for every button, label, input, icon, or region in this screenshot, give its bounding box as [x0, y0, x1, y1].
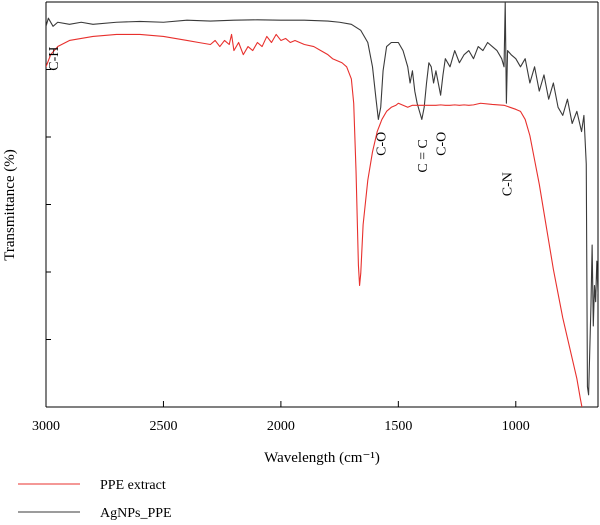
annotation-label: C-N [500, 172, 515, 196]
annotation-label: C = C [416, 139, 431, 173]
x-tick-label: 2500 [149, 419, 177, 434]
annotation-layer: C-H C-O C = C C-O C-N [47, 47, 515, 197]
annotation-label: C-O [435, 132, 450, 156]
x-axis-label: Wavelength (cm⁻¹) [264, 450, 380, 466]
annotation-label: C-H [47, 47, 62, 71]
x-tick-label: 1500 [384, 419, 412, 434]
series-line-agnps-ppe [46, 2, 598, 396]
legend-label: AgNPs_PPE [100, 506, 172, 521]
y-axis-label: Transmittance (%) [2, 149, 18, 261]
annotation-label: C-O [375, 132, 390, 156]
legend: PPE extract AgNPs_PPE [18, 478, 172, 521]
series-layer [46, 2, 598, 407]
series-line-ppe-extract [46, 33, 583, 407]
x-tick-label: 3000 [32, 419, 60, 434]
y-axis-ticks [46, 1, 51, 408]
legend-label: PPE extract [100, 478, 166, 493]
x-tick-label: 1000 [502, 419, 530, 434]
x-tick-label: 2000 [267, 419, 295, 434]
x-axis-ticks: 3000 2500 2000 1500 1000 [32, 401, 530, 434]
